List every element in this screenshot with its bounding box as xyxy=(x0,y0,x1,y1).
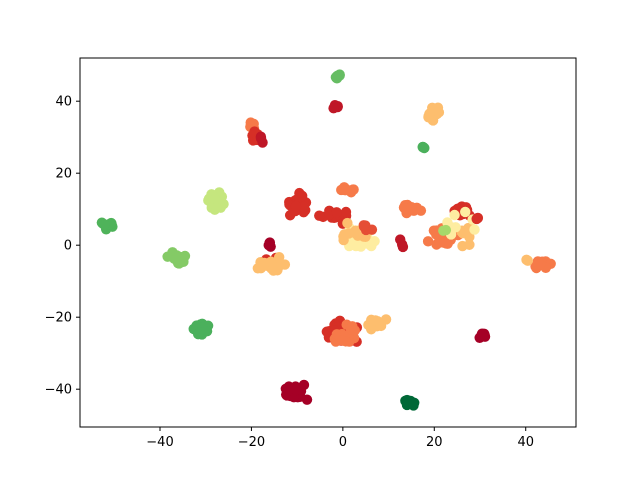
scatter-point-cluster-21 xyxy=(375,320,387,332)
scatter-point-cluster-30 xyxy=(469,224,480,235)
x-axis: −40 −20 0 20 40 xyxy=(146,427,534,450)
scatter-point-cluster-26 xyxy=(406,202,417,213)
scatter-point-cluster-1 xyxy=(172,252,183,263)
scatter-point-cluster-31 xyxy=(440,224,452,236)
scatter-point-cluster-26 xyxy=(415,205,427,216)
scatter-point-cluster-35 xyxy=(521,254,532,266)
scatter-point-cluster-17 xyxy=(342,217,353,229)
scatter-point-cluster-14 xyxy=(341,184,352,196)
scatter-point-cluster-15 xyxy=(314,210,325,221)
scatter-point-cluster-15 xyxy=(340,206,352,218)
scatter-point-cluster-9 xyxy=(263,240,274,251)
scatter-point-cluster-22 xyxy=(397,241,409,253)
scatter-point-cluster-29 xyxy=(457,240,468,252)
scatter-point-cluster-11 xyxy=(283,385,294,396)
scatter-point-cluster-12 xyxy=(334,70,345,81)
plot-frame xyxy=(79,57,577,428)
y-tick-label: −20 xyxy=(45,311,72,326)
scatter-point-cluster-18 xyxy=(358,220,369,231)
scatter-point-cluster-33 xyxy=(477,331,488,342)
scatter-point-cluster-8 xyxy=(269,261,280,273)
x-tick-label: 20 xyxy=(426,435,443,450)
scatter-point-cluster-34 xyxy=(532,256,544,267)
scatter-point-cluster-30 xyxy=(449,209,460,221)
scatter-point-cluster-15 xyxy=(331,207,342,218)
scatter-point-cluster-3 xyxy=(211,202,222,214)
y-tick-label: 20 xyxy=(55,167,72,182)
scatter-point-cluster-24 xyxy=(417,141,429,153)
scatter-point-cluster-11 xyxy=(291,384,302,396)
x-tick-label: −20 xyxy=(238,435,265,450)
scatter-point-cluster-6 xyxy=(255,133,267,144)
scatter-point-cluster-0 xyxy=(99,219,110,230)
scatter-point-cluster-3 xyxy=(209,194,221,205)
y-axis: −40 −20 0 20 40 xyxy=(45,95,80,398)
scatter-point-cluster-20 xyxy=(349,325,360,336)
x-tick-label: −40 xyxy=(146,435,173,450)
scatter-point-cluster-30 xyxy=(460,206,471,218)
scatter-point-cluster-8 xyxy=(273,251,285,263)
scatter-point-cluster-8 xyxy=(252,263,264,274)
y-tick-label: −40 xyxy=(45,383,72,398)
y-tick-label: 40 xyxy=(55,95,72,110)
scatter-point-cluster-10 xyxy=(296,190,308,202)
y-tick-label: 0 xyxy=(64,239,72,254)
scatter-point-cluster-27 xyxy=(434,236,446,248)
x-tick-label: 40 xyxy=(517,435,534,450)
scatter-point-cluster-25 xyxy=(427,102,438,114)
scatter-point-cluster-27 xyxy=(422,236,434,247)
scatter-point-cluster-17 xyxy=(338,231,349,242)
scatter-point-cluster-23 xyxy=(408,398,419,410)
scatter-point-cluster-13 xyxy=(328,103,339,114)
scatter-point-cluster-11 xyxy=(298,379,310,391)
scatter-point-cluster-2 xyxy=(192,328,204,340)
scatter-point-cluster-10 xyxy=(290,200,302,212)
scatter-point-cluster-10 xyxy=(298,201,309,213)
x-tick-label: 0 xyxy=(339,435,347,450)
scatter-points xyxy=(96,69,556,411)
scatter-point-cluster-32 xyxy=(472,212,484,224)
scatter-point-cluster-20 xyxy=(337,335,348,346)
